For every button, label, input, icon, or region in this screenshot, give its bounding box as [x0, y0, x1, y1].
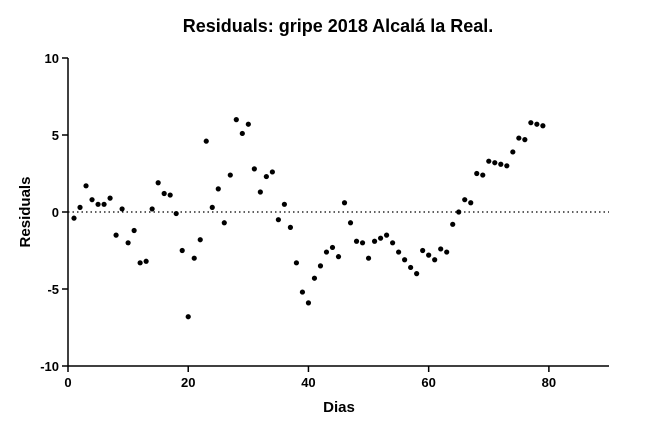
- data-point: [432, 257, 438, 263]
- data-point: [143, 258, 149, 264]
- data-point: [486, 158, 492, 164]
- data-point: [239, 130, 245, 137]
- y-tick-label: 10: [45, 51, 59, 66]
- data-point: [149, 206, 155, 212]
- data-point: [83, 183, 89, 189]
- data-point: [221, 220, 227, 226]
- data-point: [209, 204, 215, 210]
- data-point: [155, 180, 161, 186]
- data-point: [498, 161, 504, 167]
- data-point: [371, 238, 378, 244]
- data-point: [534, 121, 540, 127]
- data-point: [203, 138, 209, 144]
- y-axis-label: Residuals: [17, 177, 34, 248]
- x-tick-label: 20: [181, 375, 195, 390]
- x-tick-label: 40: [301, 375, 315, 390]
- data-point: [215, 186, 221, 192]
- x-axis-label: Dias: [323, 399, 355, 416]
- data-point: [377, 235, 384, 241]
- data-point: [444, 249, 450, 255]
- data-point: [173, 210, 179, 217]
- data-point: [95, 201, 101, 207]
- data-point: [101, 201, 107, 207]
- data-point: [125, 240, 131, 246]
- data-point: [341, 200, 348, 206]
- data-point: [383, 232, 390, 238]
- data-point: [137, 260, 143, 266]
- data-point: [347, 220, 354, 226]
- data-point: [456, 209, 462, 215]
- data-point: [113, 232, 119, 238]
- axes: -10 -5 0 5 10 0 20 40 60 80: [40, 51, 609, 390]
- data-point: [305, 300, 312, 306]
- data-point: [522, 137, 528, 143]
- data-point: [528, 120, 534, 126]
- data-point: [414, 271, 420, 277]
- data-point: [257, 189, 263, 195]
- data-point: [77, 204, 83, 210]
- data-point: [396, 249, 402, 255]
- data-point: [462, 197, 468, 203]
- data-point: [540, 123, 546, 129]
- data-point: [161, 190, 167, 197]
- data-point: [510, 149, 516, 155]
- data-point: [492, 160, 498, 166]
- y-tick-label: -5: [47, 282, 59, 297]
- data-point: [107, 195, 113, 201]
- data-point: [317, 263, 324, 269]
- data-point: [185, 314, 191, 320]
- data-point: [167, 192, 173, 198]
- y-tick-label: 0: [52, 205, 59, 220]
- data-point: [251, 166, 257, 172]
- data-point: [227, 172, 233, 178]
- y-tick-label: -10: [40, 359, 59, 374]
- data-point: [89, 197, 95, 203]
- data-point: [197, 237, 203, 243]
- data-point: [359, 240, 366, 246]
- data-point: [323, 249, 330, 255]
- data-point: [191, 255, 197, 261]
- data-point: [281, 201, 287, 207]
- data-point: [365, 255, 372, 261]
- data-point: [390, 240, 396, 246]
- data-point: [119, 206, 125, 212]
- data-point: [438, 246, 444, 252]
- data-point: [299, 289, 306, 295]
- data-point: [131, 227, 137, 234]
- data-point: [504, 163, 510, 169]
- x-tick-label: 0: [64, 375, 71, 390]
- data-point: [245, 121, 251, 127]
- x-tick-label: 60: [421, 375, 435, 390]
- data-point: [402, 257, 408, 263]
- data-point: [233, 117, 239, 123]
- data-point: [293, 260, 300, 266]
- data-point: [329, 244, 336, 251]
- y-tick-label: 5: [52, 128, 59, 143]
- x-tick-label: 80: [542, 375, 556, 390]
- data-point: [263, 173, 269, 180]
- chart-title: Residuals: gripe 2018 Alcalá la Real.: [183, 16, 493, 36]
- data-point: [450, 221, 456, 227]
- data-points: [71, 117, 546, 320]
- data-point: [179, 247, 185, 254]
- data-point: [516, 135, 522, 141]
- data-point: [269, 169, 275, 175]
- data-point: [408, 264, 414, 271]
- data-point: [275, 217, 281, 223]
- data-point: [426, 252, 432, 258]
- data-point: [420, 247, 426, 254]
- data-point: [468, 200, 474, 206]
- data-point: [311, 275, 318, 281]
- data-point: [480, 172, 486, 178]
- data-point: [287, 224, 294, 230]
- data-point: [335, 254, 342, 260]
- data-point: [71, 215, 77, 221]
- data-point: [474, 170, 480, 177]
- data-point: [353, 238, 360, 244]
